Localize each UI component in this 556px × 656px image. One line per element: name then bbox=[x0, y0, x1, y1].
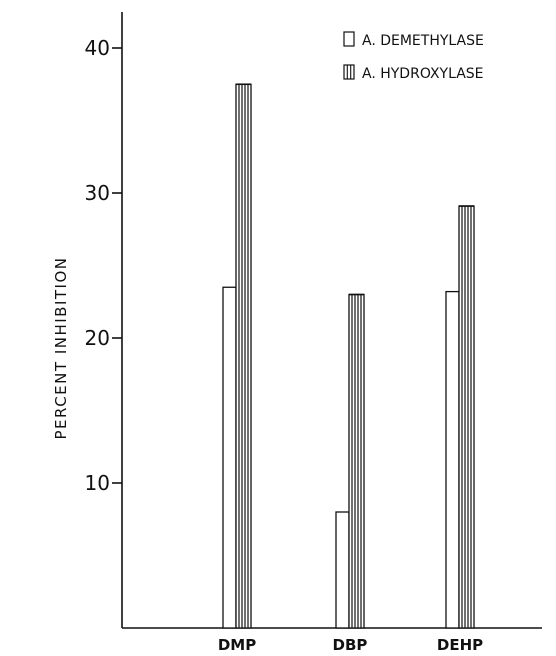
bar-hydroxylase-dbp bbox=[348, 293, 365, 629]
category-labels: DMP DBP DEHP bbox=[218, 636, 483, 654]
x-tick-label-dbp: DBP bbox=[333, 636, 368, 654]
bar-hydroxylase-dmp bbox=[235, 83, 252, 629]
y-tick-label: 40 bbox=[85, 36, 110, 60]
bar-demethylase-dmp bbox=[222, 286, 237, 629]
legend-label-hydroxylase: A. HYDROXYLASE bbox=[362, 66, 484, 82]
bar-hydroxylase-dehp bbox=[458, 205, 475, 629]
bar-demethylase-dehp bbox=[445, 290, 460, 629]
axes bbox=[121, 12, 542, 629]
y-tick-label: 10 bbox=[85, 471, 110, 495]
x-tick-label-dmp: DMP bbox=[218, 636, 256, 654]
y-axis-title: PERCENT INHIBITION bbox=[52, 257, 70, 440]
legend-label-demethylase: A. DEMETHYLASE bbox=[362, 33, 484, 49]
bar-demethylase-dbp bbox=[335, 511, 350, 629]
x-tick-label-dehp: DEHP bbox=[437, 636, 483, 654]
legend-swatch-hydroxylase bbox=[343, 64, 355, 80]
legend-swatch-demethylase bbox=[343, 31, 355, 47]
bars bbox=[222, 83, 475, 629]
y-tick-label: 20 bbox=[85, 326, 110, 350]
y-tick-label: 30 bbox=[85, 181, 110, 205]
y-ticks: 10 20 30 40 bbox=[85, 36, 122, 495]
legend: A. DEMETHYLASE A. HYDROXYLASE bbox=[343, 31, 484, 82]
